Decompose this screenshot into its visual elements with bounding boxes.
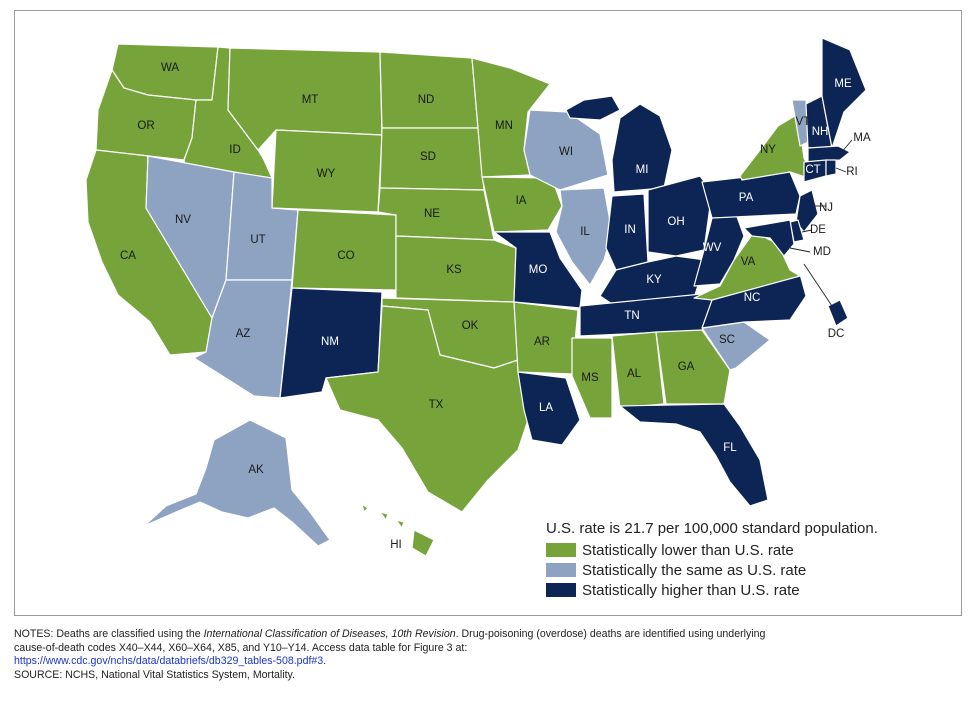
legend-item-lower: Statistically lower than U.S. rate xyxy=(546,540,946,560)
state-label-sc: SC xyxy=(719,334,735,346)
state-label-nd: ND xyxy=(418,94,435,106)
state-label-mn: MN xyxy=(495,120,513,132)
state-hi xyxy=(361,503,435,557)
us-choropleth-map: WA OR CA ID NV MT WY UT AZ CO NM ND SD NE KS OK TX MN IA MO… xyxy=(85,37,871,557)
state-label-de: DE xyxy=(810,224,826,236)
state-label-al: AL xyxy=(627,368,642,380)
leader-line-de xyxy=(801,229,813,233)
state-label-or: OR xyxy=(137,120,154,132)
leader-line-ri xyxy=(835,167,847,173)
state-label-ma: MA xyxy=(853,132,871,144)
legend-item-same: Statistically the same as U.S. rate xyxy=(546,560,946,580)
state-label-ut: UT xyxy=(250,234,265,246)
legend-label-same: Statistically the same as U.S. rate xyxy=(582,561,807,579)
state-label-in: IN xyxy=(624,224,636,236)
state-label-hi: HI xyxy=(390,539,402,551)
state-label-co: CO xyxy=(337,250,354,262)
source-line: SOURCE: NCHS, National Vital Statistics … xyxy=(14,668,296,681)
leader-line-md xyxy=(789,247,811,253)
state-label-wv: WV xyxy=(703,242,722,254)
legend-item-higher: Statistically higher than U.S. rate xyxy=(546,580,946,600)
state-label-md: MD xyxy=(813,246,831,258)
state-label-mo: MO xyxy=(529,264,548,276)
state-ms xyxy=(571,337,613,419)
legend-swatch-same xyxy=(546,563,576,577)
leader-line-dc xyxy=(803,263,833,307)
state-label-ar: AR xyxy=(534,336,550,348)
legend-title: U.S. rate is 21.7 per 100,000 standard p… xyxy=(546,520,878,537)
state-la xyxy=(517,371,581,446)
state-label-wi: WI xyxy=(559,146,573,158)
state-al xyxy=(611,331,665,409)
state-ny xyxy=(739,113,815,181)
state-label-ia: IA xyxy=(516,195,527,207)
state-label-ri: RI xyxy=(846,166,858,178)
state-label-tx: TX xyxy=(429,399,444,411)
state-label-nm: NM xyxy=(321,336,339,348)
state-fl xyxy=(619,403,769,507)
state-label-ny: NY xyxy=(760,144,776,156)
state-label-mi: MI xyxy=(636,164,649,176)
state-label-ne: NE xyxy=(424,208,440,220)
state-label-ky: KY xyxy=(646,274,662,286)
data-table-link[interactable]: https://www.cdc.gov/nchs/data/databriefs… xyxy=(14,655,324,668)
state-label-wa: WA xyxy=(161,62,179,74)
state-label-ak: AK xyxy=(248,464,264,476)
state-label-mt: MT xyxy=(302,94,319,106)
state-label-dc: DC xyxy=(828,328,845,340)
legend-label-higher: Statistically higher than U.S. rate xyxy=(582,581,800,599)
state-label-ct: CT xyxy=(805,164,820,176)
legend-swatch-higher xyxy=(546,583,576,597)
state-ma xyxy=(807,145,851,163)
state-label-sd: SD xyxy=(420,151,436,163)
state-tx xyxy=(325,305,529,513)
state-label-ca: CA xyxy=(120,250,136,262)
state-mo xyxy=(493,231,583,309)
state-label-ga: GA xyxy=(678,361,695,373)
state-nj xyxy=(795,189,819,233)
state-label-fl: FL xyxy=(723,442,737,454)
state-label-me: ME xyxy=(834,78,852,90)
state-ak xyxy=(143,419,331,547)
state-label-id: ID xyxy=(229,144,241,156)
state-md xyxy=(743,219,795,257)
state-label-nv: NV xyxy=(175,214,191,226)
state-label-nj: NJ xyxy=(819,202,833,214)
legend-label-lower: Statistically lower than U.S. rate xyxy=(582,541,794,559)
state-label-ok: OK xyxy=(462,320,479,332)
leader-line-ma xyxy=(839,139,853,155)
state-me xyxy=(821,37,867,149)
state-label-tn: TN xyxy=(624,310,639,322)
state-label-ks: KS xyxy=(446,264,462,276)
state-label-ms: MS xyxy=(581,372,599,384)
state-label-pa: PA xyxy=(739,192,754,204)
state-label-vt: VT xyxy=(796,116,811,128)
state-az xyxy=(193,279,293,399)
state-ga xyxy=(655,329,731,405)
figure-notes: NOTES: Deaths are classified using the I… xyxy=(14,628,966,682)
notes-line-1: NOTES: Deaths are classified using the I… xyxy=(14,628,766,640)
state-ri xyxy=(825,159,837,177)
state-label-wy: WY xyxy=(317,168,336,180)
state-mi xyxy=(565,95,673,193)
map-legend: U.S. rate is 21.7 per 100,000 standard p… xyxy=(546,520,946,600)
notes-line-3: https://www.cdc.gov/nchs/data/databriefs… xyxy=(14,655,327,668)
state-label-az: AZ xyxy=(236,328,251,340)
state-label-la: LA xyxy=(539,402,553,414)
state-label-va: VA xyxy=(741,256,756,268)
state-nd xyxy=(379,51,479,129)
state-label-nh: NH xyxy=(812,126,829,138)
state-label-nc: NC xyxy=(744,292,761,304)
state-il xyxy=(555,187,613,286)
notes-line-2: cause-of-death codes X40–X44, X60–X64, X… xyxy=(14,641,468,654)
state-dc xyxy=(827,299,849,327)
state-label-oh: OH xyxy=(667,216,684,228)
legend-swatch-lower xyxy=(546,543,576,557)
state-label-il: IL xyxy=(580,226,590,238)
state-nc xyxy=(701,273,807,329)
